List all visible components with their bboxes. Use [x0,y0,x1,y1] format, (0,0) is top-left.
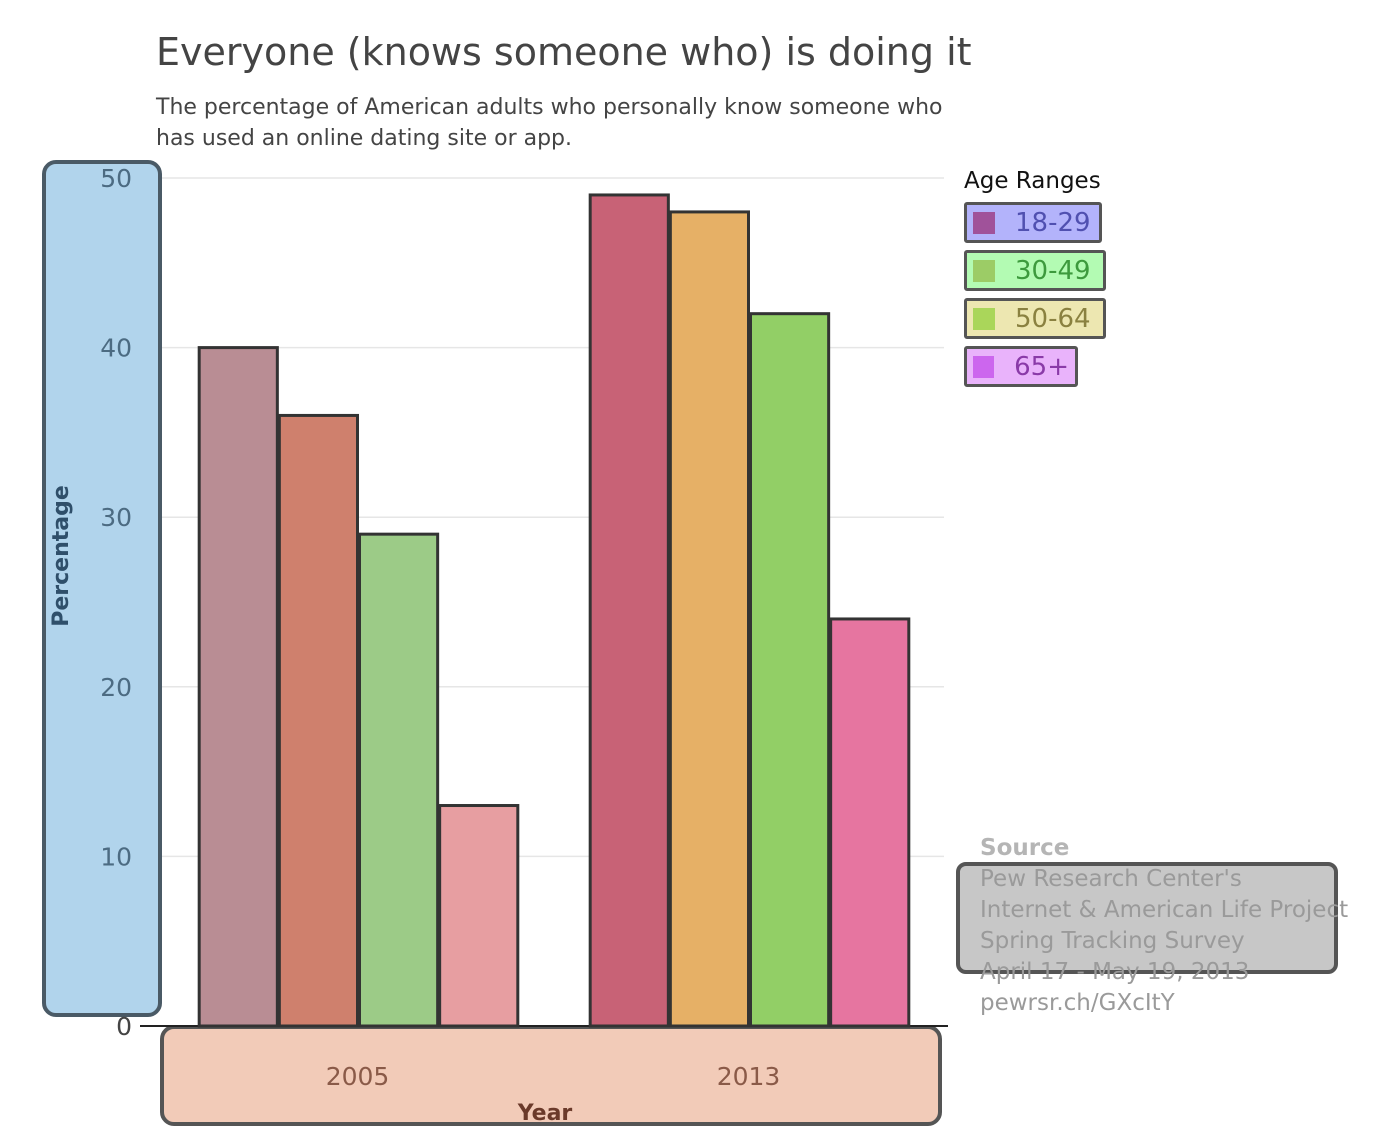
legend-swatch [973,259,995,282]
y-tick-label: 50 [100,164,132,193]
chart-subtitle: The percentage of American adults who pe… [156,95,943,151]
chart-title: Everyone (knows someone who) is doing it [156,30,972,74]
y-tick-label: 40 [100,334,132,363]
y-tick-label: 20 [100,673,132,702]
source-highlight [956,862,1338,974]
legend-label: 18-29 [1015,207,1091,238]
legend-label: 50-64 [1015,303,1091,334]
y-axis-label: Percentage [49,485,74,627]
legend-title: Age Ranges [964,168,1101,194]
legend-swatch [973,211,995,234]
source-annotation: Source Pew Research Center's Internet & … [980,833,1348,1019]
source-line: April 17 - May 19, 2013 [980,959,1250,985]
legend: Age Ranges 18-29 30-49 50-64 65+ [964,168,1106,394]
source-line: Internet & American Life Project [980,897,1349,923]
y-tick-label: 10 [100,842,132,871]
bars [197,193,911,1028]
bar-65+-2005[interactable] [438,804,520,1028]
legend-item-65-plus[interactable]: 65+ [964,346,1078,387]
bar-18-29-2013[interactable] [588,193,670,1028]
legend-swatch [973,355,995,378]
y-tick-label: 0 [116,1012,132,1041]
bar-50-64-2005[interactable] [358,532,440,1028]
y-tick-label: 30 [100,503,132,532]
legend-item-50-64[interactable]: 50-64 [964,298,1106,339]
source-heading: Source [980,835,1070,861]
x-axis-label: Year [517,1101,573,1126]
bar-30-49-2005[interactable] [277,413,359,1028]
legend-item-30-49[interactable]: 30-49 [964,250,1106,291]
bar-65+-2013[interactable] [829,617,911,1028]
bar-30-49-2013[interactable] [668,210,750,1028]
y-axis-highlight[interactable] [42,160,162,1017]
legend-item-18-29[interactable]: 18-29 [964,202,1102,243]
x-tick-label: 2005 [326,1062,390,1091]
tick-labels: 0 10 20 30 40 50 2005 2013 [100,164,780,1091]
legend-label: 30-49 [1015,255,1091,286]
bar-50-64-2013[interactable] [749,312,831,1028]
x-tick-label: 2013 [717,1062,781,1091]
legend-label: 65+ [1014,351,1069,382]
source-link[interactable]: pewrsr.ch/GXcItY [980,990,1175,1016]
source-line: Spring Tracking Survey [980,928,1245,954]
legend-swatch [973,307,995,330]
bar-18-29-2005[interactable] [197,346,279,1028]
source-line: Pew Research Center's [980,866,1242,892]
